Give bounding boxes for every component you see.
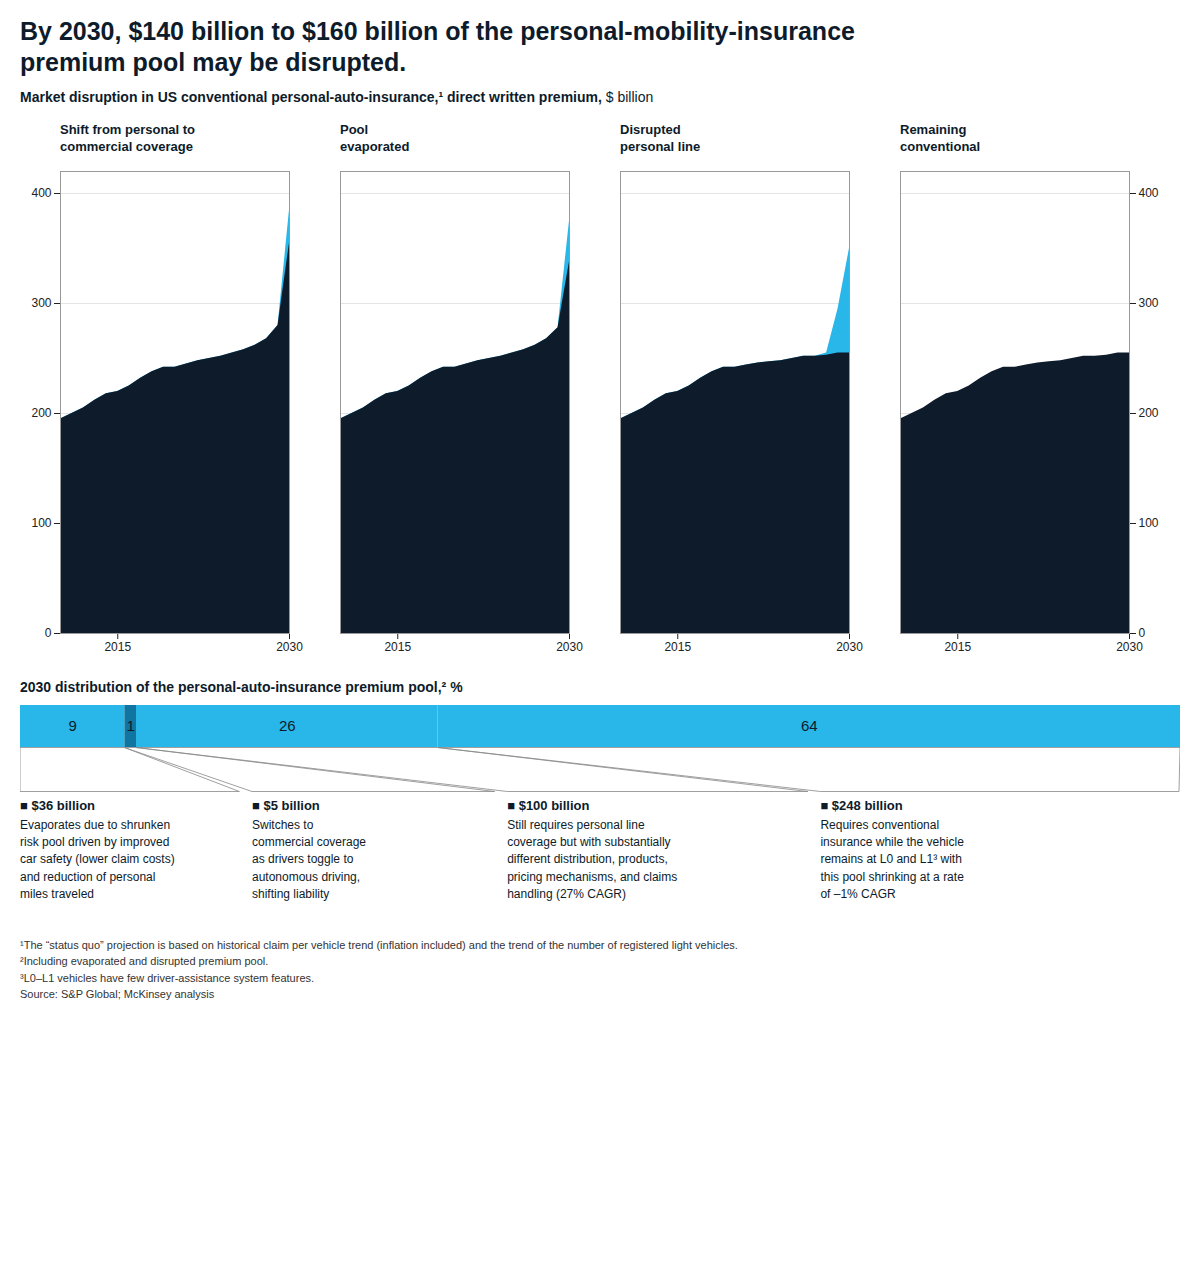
svg-text:2015: 2015 bbox=[664, 640, 691, 654]
html-text:Remaining conventional: Remaining conventional bbox=[900, 121, 981, 154]
svg-text:100: 100 bbox=[1139, 516, 1159, 530]
svg-text:0: 0 bbox=[1139, 626, 1146, 640]
html-text:Switches to commercial coverag: Switches to commercial coverage as drive… bbox=[252, 817, 366, 902]
svg-text:2030: 2030 bbox=[276, 640, 303, 654]
svg-text:200: 200 bbox=[31, 406, 51, 420]
html-text:Pool evaporated: Pool evaporated bbox=[340, 121, 410, 154]
html-text:■ $5 billion: ■ $5 billion bbox=[252, 797, 320, 813]
html-text:Disrupted personal line: Disrupted personal line bbox=[620, 121, 701, 154]
svg-text:2030: 2030 bbox=[556, 640, 583, 654]
html-text:Market disruption in US conven: Market disruption in US conventional per… bbox=[20, 88, 654, 105]
html-text:■ $248 billion: ■ $248 billion bbox=[820, 797, 903, 813]
html-text:³L0–L1 vehicles have few drive: ³L0–L1 vehicles have few driver-assistan… bbox=[20, 971, 315, 984]
html-text:²Including evaporated and disr: ²Including evaporated and disrupted prem… bbox=[20, 955, 269, 967]
html-text:Evaporates due to shrunken ris: Evaporates due to shrunken risk pool dri… bbox=[20, 817, 175, 902]
svg-text:9: 9 bbox=[69, 717, 77, 734]
svg-text:100: 100 bbox=[31, 516, 51, 530]
svg-text:300: 300 bbox=[1139, 296, 1159, 310]
svg-text:26: 26 bbox=[279, 717, 296, 734]
svg-text:1: 1 bbox=[127, 717, 135, 734]
html-text:Shift from personal to commerc: Shift from personal to commercial covera… bbox=[60, 121, 196, 154]
html-text:2030 distribution of the perso: 2030 distribution of the personal-auto-i… bbox=[20, 678, 463, 695]
html-text:Requires conventional insuranc: Requires conventional insurance while th… bbox=[820, 817, 964, 902]
svg-text:2015: 2015 bbox=[384, 640, 411, 654]
svg-text:2015: 2015 bbox=[104, 640, 131, 654]
svg-text:400: 400 bbox=[1139, 186, 1159, 200]
svg-text:2030: 2030 bbox=[1116, 640, 1143, 654]
html-text:By 2030, $140 billion to $160: By 2030, $140 billion to $160 billion of… bbox=[20, 17, 855, 77]
svg-text:64: 64 bbox=[801, 717, 818, 734]
svg-text:0: 0 bbox=[45, 626, 52, 640]
svg-text:200: 200 bbox=[1139, 406, 1159, 420]
html-text:■ $100 billion: ■ $100 billion bbox=[507, 797, 590, 813]
html-text:¹The “status quo” projection i: ¹The “status quo” projection is based on… bbox=[20, 938, 738, 951]
html-text:■ $36 billion: ■ $36 billion bbox=[20, 797, 95, 813]
svg-text:2030: 2030 bbox=[836, 640, 863, 654]
html-text:Source: S&P Global; McKinsey a: Source: S&P Global; McKinsey analysis bbox=[20, 988, 215, 1000]
svg-text:400: 400 bbox=[31, 186, 51, 200]
html-text:Still requires personal line c: Still requires personal line coverage bu… bbox=[507, 817, 678, 902]
svg-text:300: 300 bbox=[31, 296, 51, 310]
svg-text:2015: 2015 bbox=[944, 640, 971, 654]
